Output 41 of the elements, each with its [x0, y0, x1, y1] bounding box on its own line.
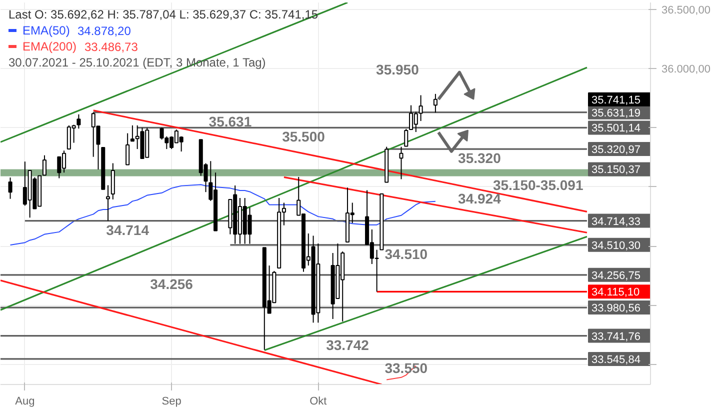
- band-label: 35.150,37: [592, 164, 640, 176]
- annotation: 34.714: [106, 222, 150, 238]
- annotation: 35.950: [376, 61, 420, 78]
- y-tick-label: 36.000,00: [662, 64, 710, 76]
- annotation: 35.150-35.091: [492, 177, 584, 194]
- data-label: 34.115,10: [592, 286, 640, 299]
- annotation: 34.924: [458, 190, 502, 207]
- data-label: 34.256,75: [592, 270, 640, 282]
- candlestick: [399, 146, 404, 180]
- data-label: 35.320,97: [592, 144, 640, 156]
- data-label: 33.980,56: [592, 302, 640, 315]
- annotation: 35.320: [458, 150, 502, 166]
- data-label: 35.631,19: [592, 107, 640, 120]
- text: Last O: 35.692,62 H: 35.787,04 L: 35.629,37 C: 35.741,15: [8, 8, 318, 22]
- legend-label: EMA(200): [22, 40, 77, 54]
- annotation: 34.878,20: [78, 24, 132, 38]
- annotation: 33.486,73: [84, 40, 138, 54]
- candlestick: [126, 132, 130, 166]
- data-label: 35.501,14: [592, 122, 640, 135]
- data-label: 34.714,33: [592, 216, 640, 228]
- text: 35.741,15: [592, 94, 640, 106]
- annotation: 34.256: [150, 276, 194, 292]
- data-label: 33.545,84: [592, 354, 640, 366]
- x-tick-label: Sep: [162, 396, 182, 408]
- candlestick: [8, 177, 12, 200]
- data-label: 34.510,30: [592, 240, 640, 252]
- annotation: 33.742: [326, 336, 370, 353]
- annotation: 35.500: [282, 128, 326, 145]
- annotation: 35.631: [208, 113, 252, 130]
- candlestick: [404, 128, 408, 147]
- candlestick: [433, 93, 438, 114]
- y-tick-label: 36.500,00: [662, 4, 710, 17]
- x-tick-label: Aug: [15, 396, 35, 408]
- data-label: 33.741,76: [592, 330, 640, 343]
- candlestick: [418, 94, 423, 122]
- legend-label: EMA(50): [22, 24, 70, 38]
- candlestick: [42, 154, 46, 176]
- candlestick: [106, 184, 110, 222]
- x-tick-label: Okt: [310, 396, 327, 408]
- candlestick: [110, 162, 115, 200]
- annotation: 34.510: [384, 246, 428, 262]
